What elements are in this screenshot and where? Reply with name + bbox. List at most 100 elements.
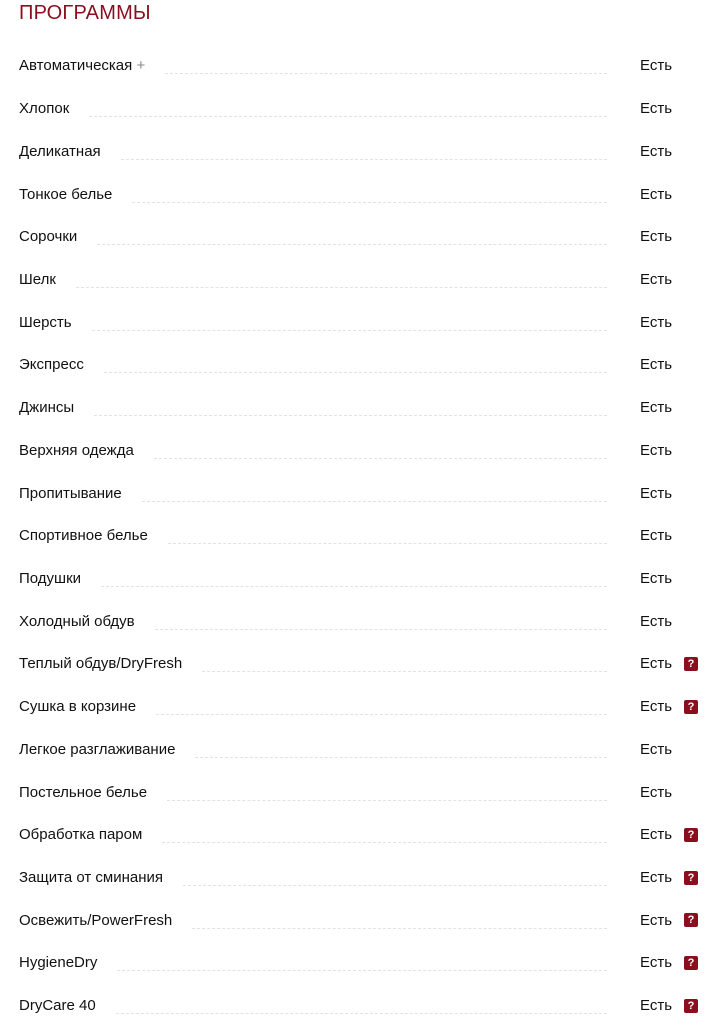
dotted-leader: [103, 372, 607, 374]
program-value: Есть: [640, 142, 673, 160]
program-row: Обработка паром Есть?: [0, 813, 711, 856]
program-label: Шелк: [19, 270, 56, 288]
dotted-leader: [162, 842, 607, 844]
program-label: Джинсы: [19, 399, 75, 417]
dotted-leader: [195, 756, 607, 758]
program-value: Есть: [640, 100, 673, 118]
program-label: Пропитывание: [19, 484, 122, 502]
program-value: Есть: [640, 484, 673, 502]
dotted-leader: [202, 671, 607, 673]
program-value: Есть: [640, 441, 673, 459]
program-value: Есть: [640, 655, 673, 673]
program-label: Постельное белье: [19, 783, 148, 801]
program-row: Деликатная Есть: [0, 130, 711, 173]
help-icon[interactable]: ?: [684, 699, 698, 714]
program-value: Есть: [640, 869, 673, 887]
help-icon[interactable]: ?: [684, 870, 698, 885]
dotted-leader: [89, 116, 607, 118]
program-row: Теплый обдув/DryFresh Есть?: [0, 643, 711, 686]
program-value: Есть: [640, 185, 673, 203]
programs-list: Автоматическая + Есть Хлопок Есть Деликатная…: [0, 45, 711, 1028]
help-icon[interactable]: ?: [684, 955, 698, 970]
program-value: Есть: [640, 698, 673, 716]
program-row: Хлопок Есть: [0, 87, 711, 130]
program-label-suffix: +: [136, 57, 146, 75]
program-label: Автоматическая +: [19, 57, 146, 75]
program-label: Деликатная: [19, 142, 101, 160]
dotted-leader: [156, 714, 607, 716]
program-row: Освежить/PowerFresh Есть?: [0, 899, 711, 942]
program-label: Тонкое белье: [19, 185, 113, 203]
program-label: Экспресс: [19, 356, 84, 374]
program-row: Сушка в корзине Есть?: [0, 685, 711, 728]
program-row: Тонкое белье Есть: [0, 173, 711, 216]
program-value: Есть: [640, 527, 673, 545]
program-row: Шелк Есть: [0, 258, 711, 301]
dotted-leader: [75, 286, 607, 288]
program-label: Хлопок: [19, 100, 70, 118]
help-icon[interactable]: ?: [684, 913, 698, 928]
program-row: Джинсы Есть: [0, 386, 711, 429]
program-row: HygieneDry Есть?: [0, 942, 711, 985]
help-icon[interactable]: ?: [684, 656, 698, 671]
help-icon[interactable]: ?: [684, 998, 698, 1013]
program-value: Есть: [640, 57, 673, 75]
dotted-leader: [115, 1013, 607, 1015]
dotted-leader: [165, 73, 607, 75]
program-label: Верхняя одежда: [19, 441, 134, 459]
program-label: Защита от сминания: [19, 869, 163, 887]
dotted-leader: [94, 415, 607, 417]
program-label: Освежить/PowerFresh: [19, 911, 173, 929]
program-row: Сорочки Есть: [0, 215, 711, 258]
program-value: Есть: [640, 911, 673, 929]
dotted-leader: [117, 970, 607, 972]
program-label: Сорочки: [19, 228, 78, 246]
program-label: Спортивное белье: [19, 527, 148, 545]
dotted-leader: [132, 201, 607, 203]
section-title: ПРОГРАММЫ: [19, 2, 151, 24]
program-value: Есть: [640, 569, 673, 587]
program-value: Есть: [640, 954, 673, 972]
program-value: Есть: [640, 826, 673, 844]
program-row: Легкое разглаживание Есть: [0, 728, 711, 771]
dotted-leader: [192, 927, 607, 929]
program-row: Экспресс Есть: [0, 344, 711, 387]
program-label: Легкое разглаживание: [19, 740, 176, 758]
dotted-leader: [101, 585, 607, 587]
program-row: DryCare 40 Есть?: [0, 984, 711, 1027]
dotted-leader: [153, 457, 607, 459]
dotted-leader: [120, 158, 607, 160]
program-row: Автоматическая + Есть: [0, 45, 711, 88]
program-value: Есть: [640, 612, 673, 630]
program-row: Шерсть Есть: [0, 301, 711, 344]
program-row: Подушки Есть: [0, 557, 711, 600]
program-label: Холодный обдув: [19, 612, 135, 630]
program-value: Есть: [640, 228, 673, 246]
dotted-leader: [183, 885, 607, 887]
program-row: Постельное белье Есть: [0, 771, 711, 814]
dotted-leader: [91, 329, 607, 331]
program-label: DryCare 40: [19, 997, 96, 1015]
program-row: Верхняя одежда Есть: [0, 429, 711, 472]
program-value: Есть: [640, 399, 673, 417]
program-value: Есть: [640, 783, 673, 801]
dotted-leader: [97, 244, 607, 246]
program-row: Холодный обдув Есть: [0, 600, 711, 643]
dotted-leader: [141, 500, 607, 502]
program-label: HygieneDry: [19, 954, 98, 972]
program-label: Подушки: [19, 569, 82, 587]
program-row: Спортивное белье Есть: [0, 514, 711, 557]
program-value: Есть: [640, 997, 673, 1015]
program-row: Защита от сминания Есть?: [0, 856, 711, 899]
program-row: Пропитывание Есть: [0, 472, 711, 515]
program-label: Сушка в корзине: [19, 698, 137, 716]
program-label: Обработка паром: [19, 826, 143, 844]
program-value: Есть: [640, 356, 673, 374]
program-value: Есть: [640, 270, 673, 288]
dotted-leader: [154, 628, 607, 630]
program-value: Есть: [640, 313, 673, 331]
dotted-leader: [167, 543, 607, 545]
help-icon[interactable]: ?: [684, 827, 698, 842]
program-label: Шерсть: [19, 313, 72, 331]
dotted-leader: [167, 799, 607, 801]
